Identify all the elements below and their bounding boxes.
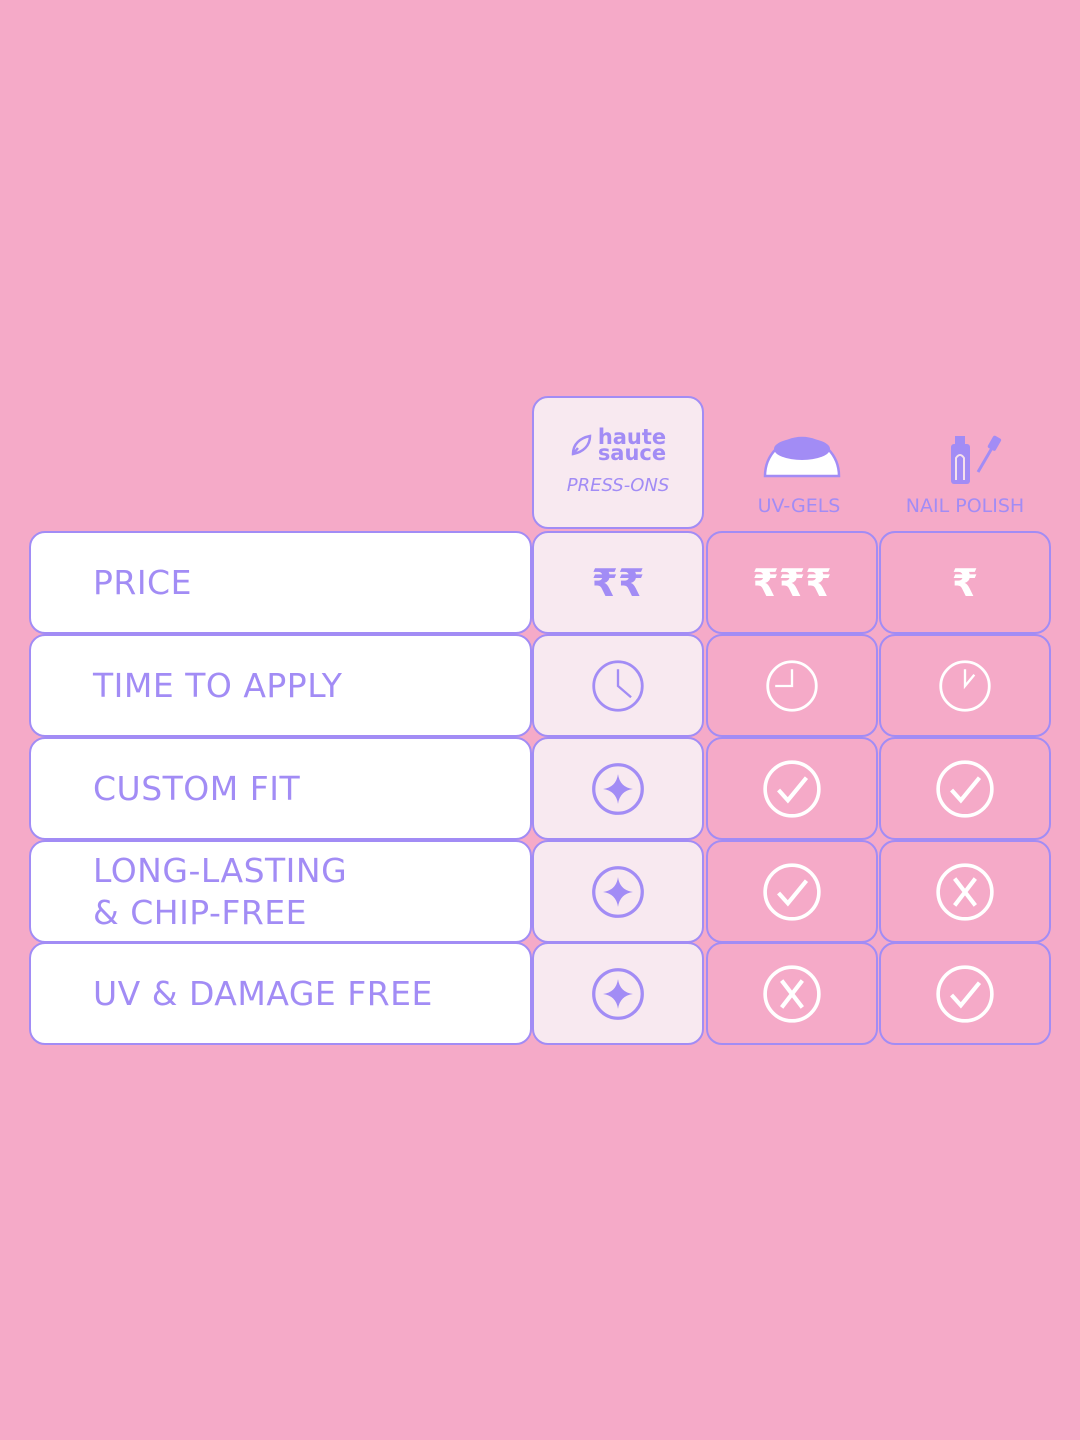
check-icon bbox=[936, 759, 994, 818]
haute-sauce-logo: haute sauce bbox=[570, 427, 666, 464]
table-cell bbox=[706, 840, 878, 943]
table-cell: ₹₹₹ bbox=[706, 531, 878, 634]
nail-polish-header: NAIL POLISH bbox=[905, 495, 1025, 517]
price-rating: ₹ bbox=[951, 560, 979, 605]
row-label: TIME TO APPLY bbox=[29, 634, 532, 737]
clock-icon bbox=[939, 659, 991, 712]
clock-icon bbox=[592, 659, 644, 712]
row-label: LONG-LASTING & CHIP-FREE bbox=[29, 840, 532, 943]
table-cell bbox=[706, 634, 878, 737]
table-cell bbox=[879, 942, 1051, 1045]
table-cell bbox=[706, 737, 878, 840]
sparkle-icon bbox=[592, 865, 644, 918]
nail-polish-icon bbox=[948, 434, 1004, 486]
leaf-logo-icon bbox=[571, 434, 592, 456]
table-cell bbox=[532, 634, 704, 737]
table-cell bbox=[879, 840, 1051, 943]
check-icon bbox=[763, 862, 821, 921]
table-cell bbox=[532, 942, 704, 1045]
uv-gels-header: UV-GELS bbox=[757, 495, 841, 517]
brand-header: haute sauce PRESS-ONS bbox=[532, 396, 704, 529]
press-ons-label: PRESS-ONS bbox=[566, 475, 670, 496]
price-rating: ₹₹ bbox=[591, 560, 645, 605]
price-rating: ₹₹₹ bbox=[752, 560, 832, 605]
check-icon bbox=[936, 964, 994, 1023]
row-label: UV & DAMAGE FREE bbox=[29, 942, 532, 1045]
table-cell: ₹ bbox=[879, 531, 1051, 634]
table-cell bbox=[706, 942, 878, 1045]
table-cell bbox=[879, 737, 1051, 840]
table-cell bbox=[532, 840, 704, 943]
sparkle-icon bbox=[592, 967, 644, 1020]
table-cell bbox=[879, 634, 1051, 737]
sparkle-icon bbox=[592, 762, 644, 815]
cross-icon bbox=[763, 964, 821, 1023]
check-icon bbox=[763, 759, 821, 818]
table-cell: ₹₹ bbox=[532, 531, 704, 634]
row-label: PRICE bbox=[29, 531, 532, 634]
row-label: CUSTOM FIT bbox=[29, 737, 532, 840]
table-cell bbox=[532, 737, 704, 840]
cross-icon bbox=[936, 862, 994, 921]
uv-lamp-icon bbox=[763, 436, 841, 478]
clock-icon bbox=[766, 659, 818, 712]
